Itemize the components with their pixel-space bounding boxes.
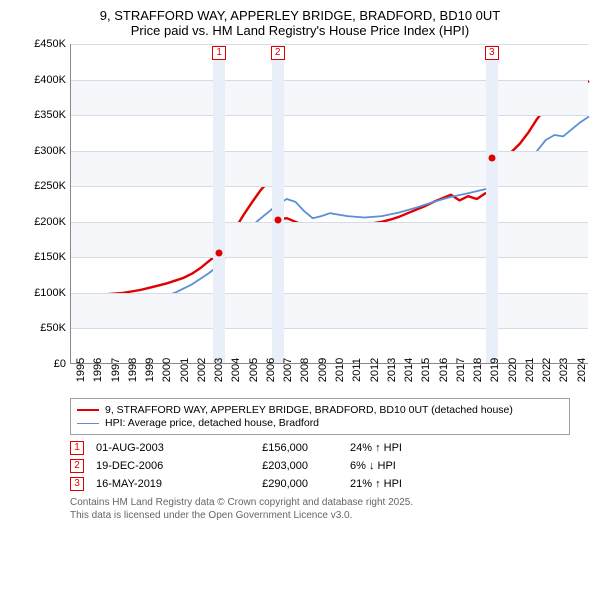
x-axis-label: 2012	[369, 358, 381, 382]
x-axis-label: 1996	[92, 358, 104, 382]
x-axis-label: 2013	[386, 358, 398, 382]
event-delta: 21% ↑ HPI	[350, 478, 402, 490]
x-axis-label: 2011	[351, 358, 363, 382]
x-axis-label: 1997	[110, 358, 122, 382]
y-axis-label: £100K	[26, 287, 66, 299]
gridline	[71, 80, 588, 81]
sale-band	[213, 44, 225, 363]
x-axis-label: 2019	[489, 358, 501, 382]
grid-band	[71, 222, 588, 258]
y-axis-label: £50K	[26, 322, 66, 334]
x-axis-label: 2000	[161, 358, 173, 382]
event-marker-box: 3	[70, 477, 84, 491]
gridline	[71, 44, 588, 45]
event-price: £156,000	[218, 442, 308, 454]
gridline	[71, 222, 588, 223]
x-axis-label: 2006	[265, 358, 277, 382]
sale-marker-box: 1	[212, 46, 226, 60]
gridline	[71, 328, 588, 329]
y-axis-label: £150K	[26, 251, 66, 263]
sale-dot	[274, 216, 281, 223]
x-axis-label: 2022	[541, 358, 553, 382]
gridline	[71, 186, 588, 187]
x-axis-label: 2024	[576, 358, 588, 382]
legend-label-price-paid: 9, STRAFFORD WAY, APPERLEY BRIDGE, BRADF…	[105, 404, 513, 416]
x-axis-label: 2010	[334, 358, 346, 382]
x-axis-label: 1995	[75, 358, 87, 382]
event-price: £290,000	[218, 478, 308, 490]
legend-label-hpi: HPI: Average price, detached house, Brad…	[105, 417, 319, 429]
x-axis-label: 2023	[558, 358, 570, 382]
legend: 9, STRAFFORD WAY, APPERLEY BRIDGE, BRADF…	[70, 398, 570, 435]
x-axis-label: 2017	[455, 358, 467, 382]
y-axis-label: £400K	[26, 74, 66, 86]
x-axis-label: 2015	[420, 358, 432, 382]
y-axis-label: £0	[26, 358, 66, 370]
event-marker-box: 2	[70, 459, 84, 473]
chart-subtitle: Price paid vs. HM Land Registry's House …	[8, 23, 592, 38]
gridline	[71, 151, 588, 152]
x-axis-label: 2018	[472, 358, 484, 382]
title-block: 9, STRAFFORD WAY, APPERLEY BRIDGE, BRADF…	[8, 8, 592, 38]
event-row: 3 16-MAY-2019 £290,000 21% ↑ HPI	[70, 477, 570, 491]
x-axis-label: 2001	[179, 358, 191, 382]
x-axis-label: 2005	[248, 358, 260, 382]
gridline	[71, 115, 588, 116]
x-axis-label: 2009	[317, 358, 329, 382]
x-axis-label: 2021	[524, 358, 536, 382]
plot-region: £0£50K£100K£150K£200K£250K£300K£350K£400…	[70, 44, 588, 364]
x-axis-label: 2020	[507, 358, 519, 382]
chart-area: £0 £50K £100K £150K £200K £250K £300K £350K £400…	[28, 44, 588, 394]
event-row: 2 19-DEC-2006 £203,000 6% ↓ HPI	[70, 459, 570, 473]
gridline	[71, 293, 588, 294]
sale-dot	[488, 154, 495, 161]
gridline	[71, 257, 588, 258]
event-row: 1 01-AUG-2003 £156,000 24% ↑ HPI	[70, 441, 570, 455]
event-marker-box: 1	[70, 441, 84, 455]
x-axis-label: 1999	[144, 358, 156, 382]
event-date: 16-MAY-2019	[96, 478, 206, 490]
grid-band	[71, 151, 588, 187]
grid-band	[71, 293, 588, 329]
attribution-line-2: This data is licensed under the Open Gov…	[70, 510, 580, 523]
sale-marker-box: 2	[271, 46, 285, 60]
series-hpi	[71, 117, 589, 309]
sale-marker-box: 3	[485, 46, 499, 60]
event-date: 19-DEC-2006	[96, 460, 206, 472]
event-date: 01-AUG-2003	[96, 442, 206, 454]
y-axis-label: £450K	[26, 38, 66, 50]
x-axis-label: 2007	[282, 358, 294, 382]
y-axis-label: £250K	[26, 180, 66, 192]
sale-band	[486, 44, 498, 363]
y-axis-label: £300K	[26, 145, 66, 157]
attribution-line-1: Contains HM Land Registry data © Crown c…	[70, 497, 580, 510]
x-axis-label: 2014	[403, 358, 415, 382]
sale-dot	[216, 250, 223, 257]
legend-row-hpi: HPI: Average price, detached house, Brad…	[77, 417, 563, 429]
sale-band	[272, 44, 284, 363]
y-axis-label: £350K	[26, 109, 66, 121]
event-delta: 6% ↓ HPI	[350, 460, 396, 472]
grid-band	[71, 80, 588, 116]
legend-row-price-paid: 9, STRAFFORD WAY, APPERLEY BRIDGE, BRADF…	[77, 404, 563, 416]
event-delta: 24% ↑ HPI	[350, 442, 402, 454]
sale-events-table: 1 01-AUG-2003 £156,000 24% ↑ HPI 2 19-DEC-200…	[70, 441, 570, 491]
x-axis-label: 1998	[127, 358, 139, 382]
x-axis-label: 2016	[438, 358, 450, 382]
x-axis-label: 2004	[230, 358, 242, 382]
legend-swatch-price-paid	[77, 409, 99, 411]
x-axis-label: 2008	[299, 358, 311, 382]
legend-swatch-hpi	[77, 423, 99, 424]
attribution: Contains HM Land Registry data © Crown c…	[70, 497, 580, 522]
x-axis-label: 2003	[213, 358, 225, 382]
chart-title: 9, STRAFFORD WAY, APPERLEY BRIDGE, BRADF…	[8, 8, 592, 23]
event-price: £203,000	[218, 460, 308, 472]
x-axis-label: 2002	[196, 358, 208, 382]
y-axis-label: £200K	[26, 216, 66, 228]
